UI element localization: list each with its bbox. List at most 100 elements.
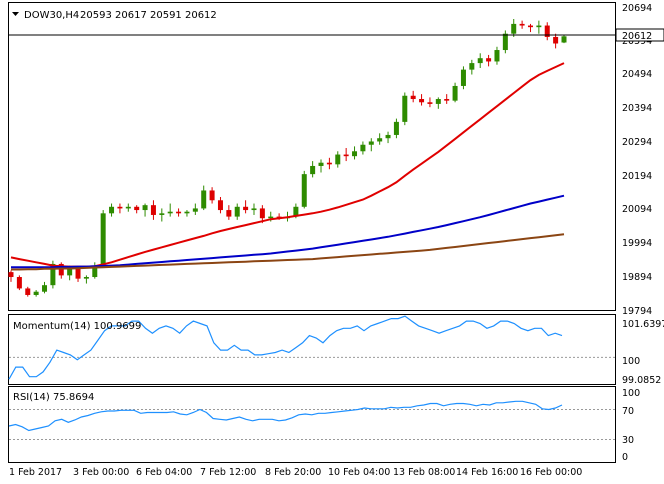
panel-frames [8,2,616,463]
candle-body [301,174,307,207]
candle-body [527,25,533,28]
candle-body [477,58,483,64]
candle-body [209,190,215,201]
price-tick: 20094 [622,204,652,215]
time-axis: 1 Feb 2017 3 Feb 00:00 6 Feb 04:00 7 Feb… [9,467,582,478]
candle-body [201,190,207,209]
candle [243,200,249,214]
candle-body [33,291,39,295]
candle-body [134,206,140,211]
rsi-series [8,400,563,432]
candle [142,203,148,217]
candle-body [8,272,14,278]
candle [117,203,123,214]
candle [402,92,408,126]
price-tick: 19794 [622,306,652,317]
price-tick: 20394 [622,103,652,114]
rsi-header: RSI(14) 75.8694 [13,392,94,403]
candle [150,200,156,220]
candle-body [452,85,458,101]
candle-body [243,206,249,211]
price-axis: 20694 20594 20494 20394 20294 20194 2009… [622,3,652,317]
candle-body [494,50,500,62]
candle [494,46,500,65]
candle-body [427,102,433,104]
candle [469,59,475,75]
candle-body [176,211,182,214]
time-tick: 3 Feb 00:00 [73,467,129,478]
candle-body [142,205,148,211]
momentum-header: Momentum(14) 100.9699 [13,321,141,332]
rsi-tick: 30 [622,435,634,446]
time-tick: 7 Feb 12:00 [200,467,256,478]
candle [83,275,89,284]
rsi-line [8,400,563,432]
candle-body [167,211,173,214]
candle-body [335,154,341,165]
rsi-axis: 100 70 30 0 [622,388,640,463]
candle [217,196,223,214]
candle-body [75,268,81,279]
price-tick: 20494 [622,69,652,80]
candle [192,203,198,215]
symbol-label: DOW30,H4 [24,10,79,21]
candle [167,203,173,217]
candle-body [544,25,550,37]
candle-body [83,277,89,279]
candle [159,208,165,222]
moving-averages [10,62,565,271]
candle-body [25,288,31,295]
candle-body [109,206,115,214]
candle [486,54,492,67]
candle-body [217,200,223,211]
candle-body [343,154,349,157]
candle [301,170,307,209]
rsi-tick: 100 [622,388,640,399]
candle-body [268,216,274,219]
candle [42,281,48,294]
candle-body [469,63,475,70]
candle-body [42,285,48,292]
ohlc-values: 20593 20617 20591 20612 [80,10,217,21]
candle [393,118,399,139]
candle [184,210,190,217]
candle-body [58,263,64,276]
rsi-levels [9,409,615,440]
candle [343,148,349,162]
candle [410,90,416,103]
price-tick: 19994 [622,238,652,249]
dropdown-triangle-icon[interactable] [12,12,19,16]
candle-body [310,165,316,175]
sma-mid-line [11,194,565,269]
candle-body [326,162,332,165]
candle-body [92,265,98,278]
candle-body [318,162,324,166]
candle [134,205,140,214]
candle-body [259,208,265,219]
candle [460,66,466,90]
candle [176,208,182,217]
candle [536,20,542,34]
candle [477,53,483,68]
price-candles [8,19,567,297]
candle [452,82,458,103]
candle [125,203,131,212]
candle [16,275,22,291]
momentum-axis: 101.6397 100 99.0852 [622,319,664,386]
candle-body [385,134,391,139]
candle [109,203,115,217]
time-tick: 14 Feb 16:00 [456,467,518,478]
candle [326,157,332,170]
momentum-tick: 100 [622,356,640,367]
candle-body [159,213,165,215]
candle [259,205,265,224]
candle-body [293,206,299,217]
candle [352,146,358,160]
candle [234,203,240,220]
candle-body [150,205,156,215]
candle [527,23,533,33]
time-tick: 10 Feb 04:00 [328,467,390,478]
candle-body [402,95,408,122]
candle [553,33,559,49]
